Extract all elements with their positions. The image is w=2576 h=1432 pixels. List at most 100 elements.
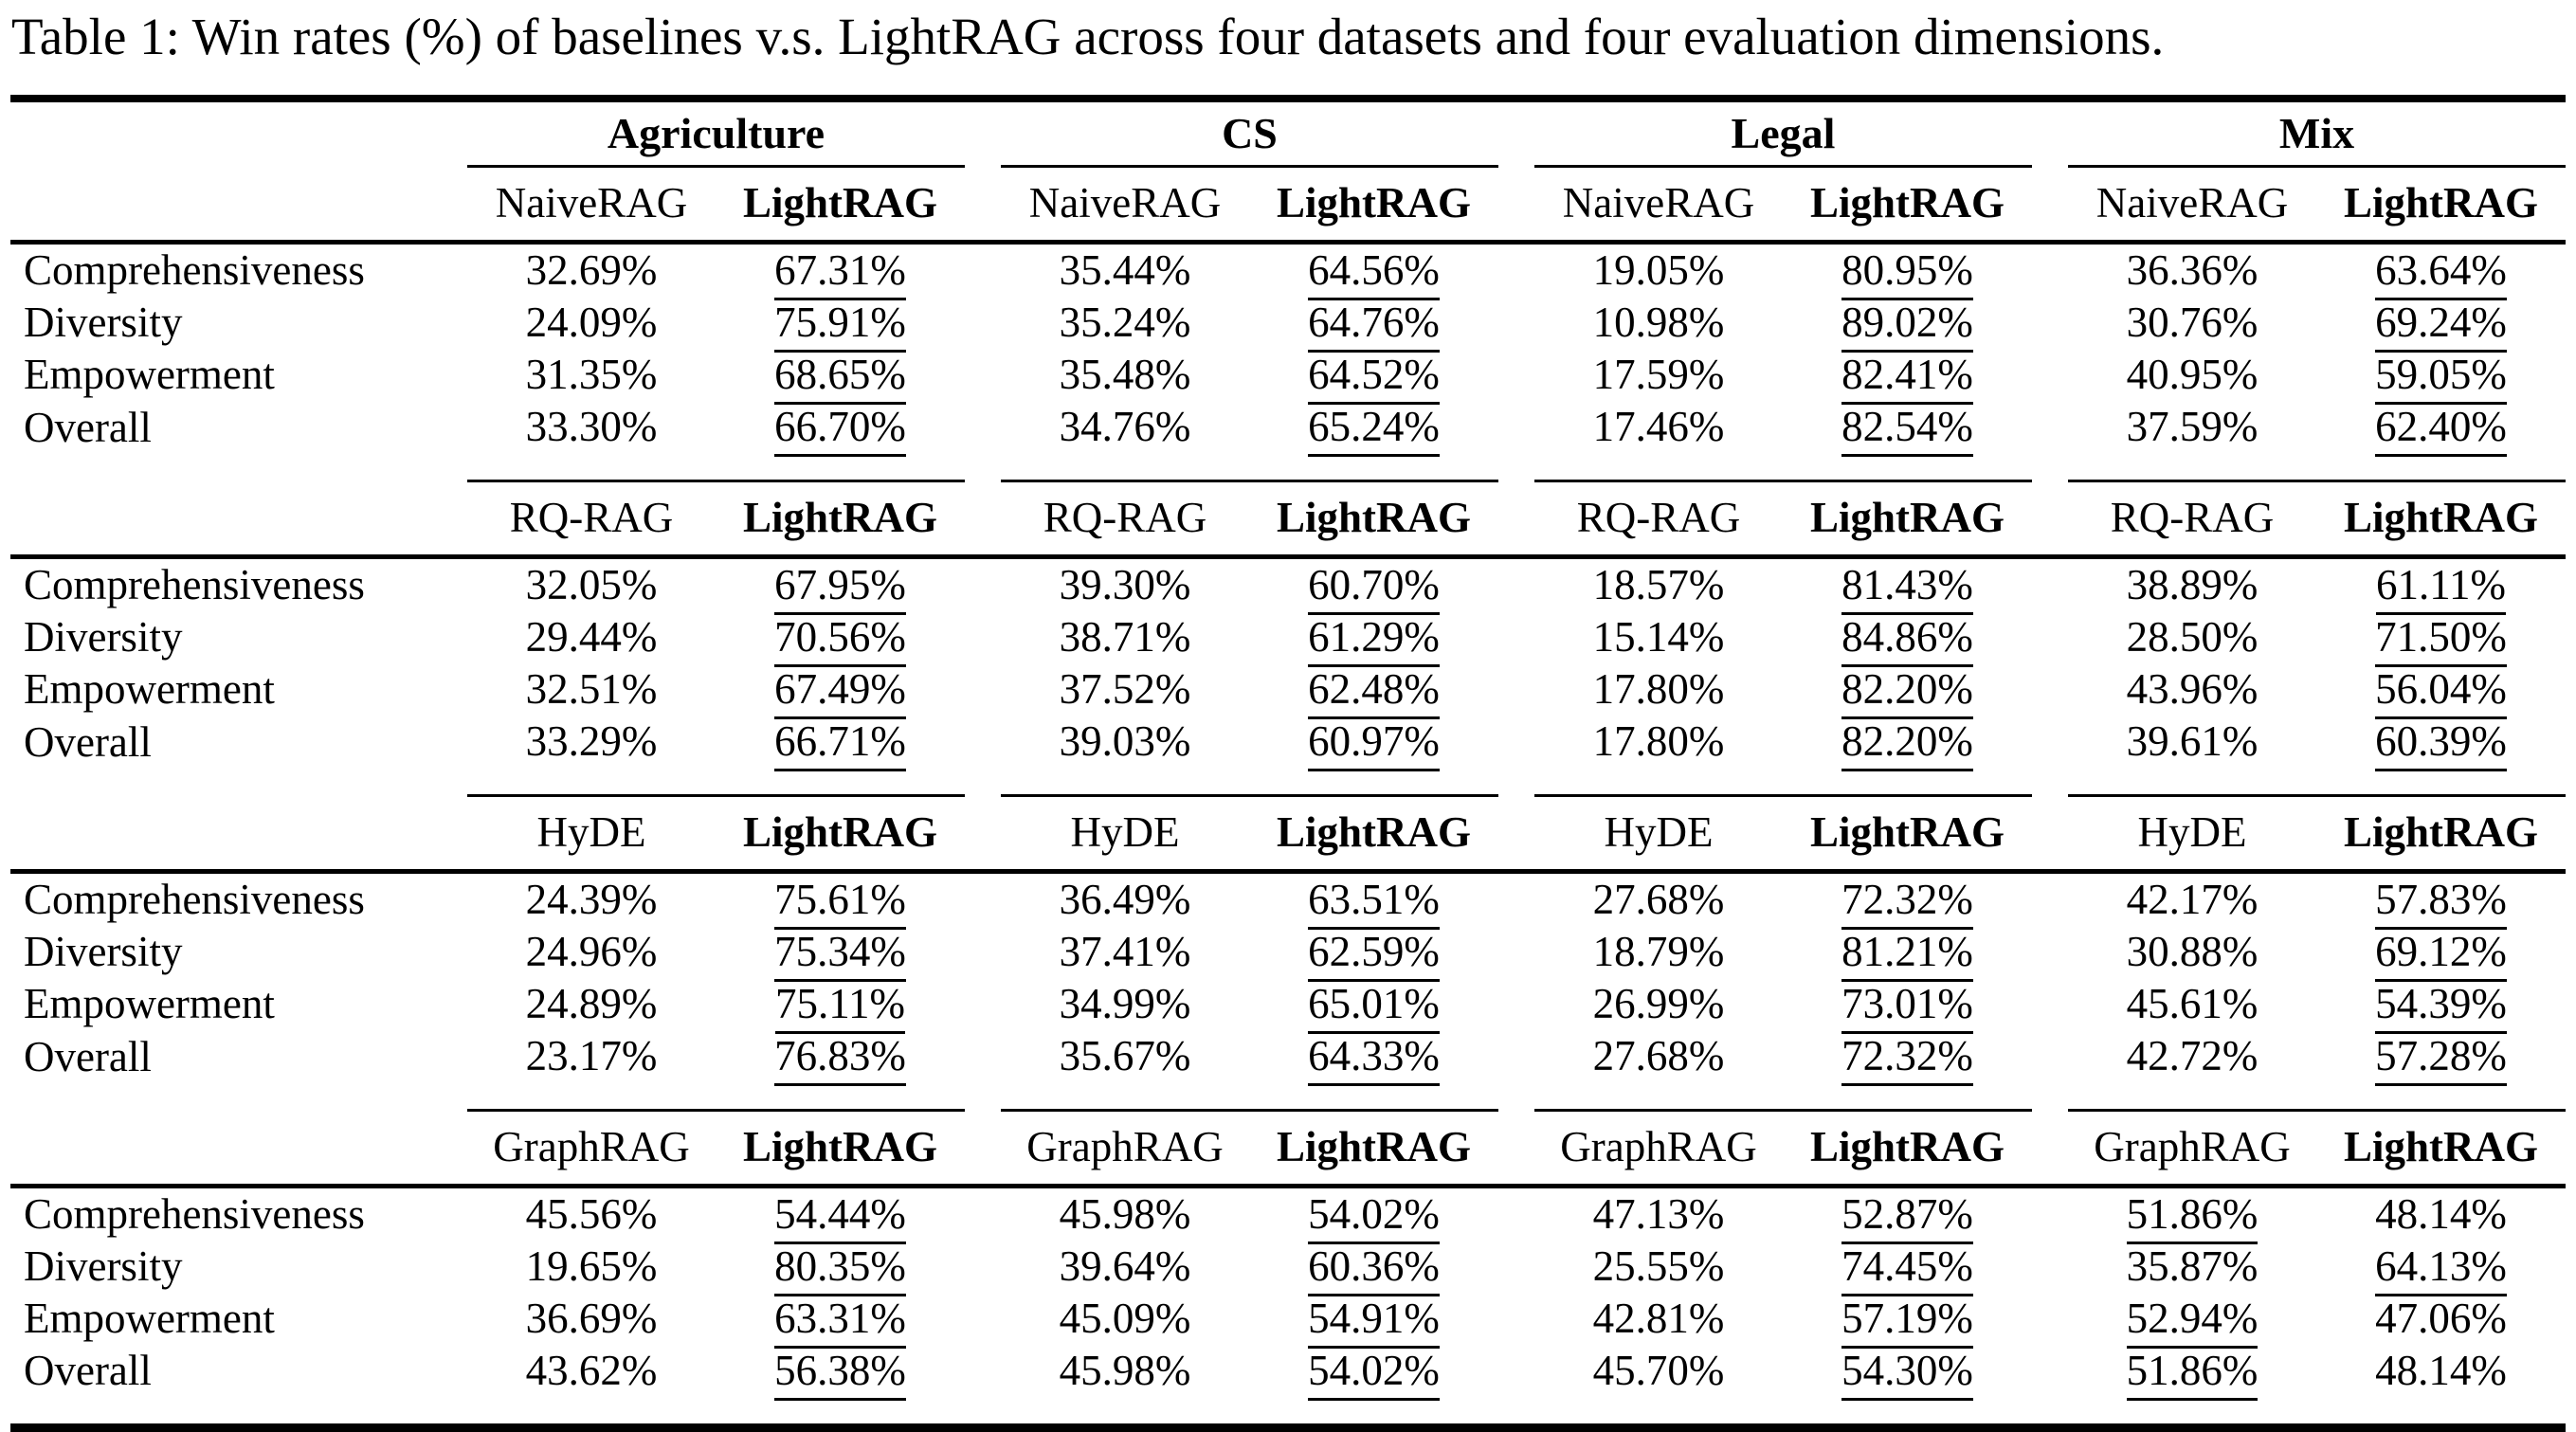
spacer-cell (1498, 297, 1534, 349)
value-cell: 89.02% (1783, 297, 2032, 353)
value-cell: 59.05% (2316, 349, 2566, 405)
value-cell: 23.17% (525, 1031, 658, 1079)
spacer-cell (965, 611, 1001, 663)
winner-value: 54.44% (774, 1189, 906, 1244)
spacer-cell (2032, 716, 2068, 796)
spacer-cell (965, 716, 1001, 796)
value-cell: 32.69% (525, 245, 658, 294)
value-cell: 56.38% (715, 1345, 965, 1432)
dimension-label: Comprehensiveness (23, 245, 365, 294)
winner-value: 64.33% (1308, 1031, 1440, 1086)
dimension-label: Overall (23, 403, 152, 451)
baseline-header: GraphRAG (2068, 1109, 2316, 1188)
lightrag-header: LightRAG (2316, 1109, 2567, 1188)
table-row: Diversity 24.96% 75.34% 37.41% 62.59% 18.79% 8… (10, 926, 2566, 982)
value-cell: 60.39% (2316, 716, 2566, 796)
value-cell: 54.30% (1782, 1345, 2032, 1432)
value-cell: 25.55% (1592, 1242, 1725, 1290)
value-cell: 43.62% (466, 1345, 716, 1432)
value-cell: 56.04% (2316, 663, 2566, 719)
value-cell: 47.06% (2375, 1294, 2507, 1342)
value-cell: 37.59% (2126, 402, 2259, 450)
table-row: Diversity 29.44% 70.56% 38.71% 61.29% 15.14% 8… (10, 611, 2566, 667)
value-cell: 82.20% (1783, 663, 2032, 719)
baseline-header: NaiveRAG (466, 166, 716, 245)
winner-value: 70.56% (774, 612, 906, 667)
spacer-cell (2032, 557, 2068, 612)
winner-value: 80.95% (1841, 245, 1973, 300)
spacer-cell (964, 1110, 1001, 1188)
dimension-label: Overall (9, 1345, 467, 1432)
spacer-cell (2032, 1110, 2068, 1188)
baseline-header-row: NaiveRAG LightRAG NaiveRAG LightRAG NaiveRAG… (9, 166, 2567, 245)
value-cell: 24.39% (525, 875, 658, 923)
winner-value: 69.24% (2375, 298, 2507, 353)
spacer-cell (965, 978, 1001, 1030)
baseline-header-row: RQ-RAG LightRAG RQ-RAG LightRAG RQ-RAG LightR… (9, 480, 2567, 559)
winner-value: 52.87% (1841, 1189, 1973, 1244)
spacer-cell (964, 795, 1001, 874)
dataset-header-row: Agriculture CS Legal Mix (9, 95, 2567, 168)
value-cell: 67.49% (716, 663, 965, 719)
spacer-cell (1498, 716, 1534, 796)
value-cell: 42.17% (2126, 875, 2259, 923)
value-cell: 37.41% (1059, 927, 1191, 975)
spacer-cell (2032, 872, 2068, 927)
winner-value: 62.40% (2375, 402, 2507, 457)
spacer-cell (1498, 401, 1534, 481)
row-label-header (9, 480, 467, 559)
value-cell: 48.14% (2375, 1189, 2507, 1238)
dimension-label: Comprehensiveness (23, 1189, 365, 1238)
winner-value: 67.31% (774, 245, 906, 300)
spacer-cell (1497, 480, 1534, 559)
winner-value: 82.54% (1841, 402, 1973, 457)
value-cell: 42.81% (1592, 1294, 1725, 1342)
spacer-cell (965, 1241, 1001, 1293)
value-cell: 54.44% (716, 1187, 965, 1244)
table-head: Agriculture CS Legal Mix NaiveRAG LightRAG Nai… (9, 95, 2567, 245)
table-row: Comprehensiveness 32.69% 67.31% 35.44% 64.56… (10, 243, 2566, 300)
winner-value: 59.05% (2375, 350, 2507, 405)
value-cell: 81.43% (1783, 557, 2032, 615)
spacer-cell (965, 1030, 1001, 1111)
winner-value: 61.29% (1308, 612, 1440, 667)
baseline-header: GraphRAG (466, 1109, 716, 1188)
value-cell: 18.57% (1592, 560, 1725, 608)
value-cell: 39.30% (1059, 560, 1191, 608)
winner-value: 56.38% (774, 1346, 906, 1401)
value-cell: 45.98% (1059, 1189, 1191, 1238)
winner-value: 69.12% (2375, 927, 2507, 982)
spacer-cell (965, 926, 1001, 978)
winner-value: 62.59% (1308, 927, 1440, 982)
value-cell: 64.33% (1249, 1030, 1498, 1111)
baseline-header: HyDE (1000, 794, 1249, 874)
value-cell: 61.29% (1249, 611, 1498, 667)
value-cell: 35.87% (2126, 1242, 2259, 1290)
value-cell: 18.79% (1592, 927, 1725, 975)
row-label-header (9, 166, 467, 245)
value-cell: 42.72% (2126, 1031, 2259, 1079)
value-cell: 70.56% (716, 611, 965, 667)
spacer-cell (1497, 1110, 1534, 1188)
winner-value: 64.76% (1308, 298, 1440, 353)
value-cell: 65.24% (1249, 401, 1498, 481)
baseline-header: HyDE (2068, 794, 2316, 874)
spacer-cell (2032, 795, 2068, 874)
spacer-cell (1498, 1293, 1534, 1345)
table-row: Diversity 19.65% 80.35% 39.64% 60.36% 25.55% 7… (10, 1241, 2566, 1296)
paper-page: Table 1: Win rates (%) of baselines v.s.… (0, 6, 2576, 1432)
winner-value: 89.02% (1841, 298, 1973, 353)
lightrag-header: LightRAG (715, 480, 965, 559)
win-rate-table: Agriculture CS Legal Mix NaiveRAG LightRAG Nai… (9, 95, 2567, 1432)
corner-cell (9, 95, 467, 167)
lightrag-header: LightRAG (715, 794, 965, 874)
dimension-label: Comprehensiveness (23, 875, 365, 923)
lightrag-header: LightRAG (715, 1109, 965, 1188)
winner-value: 60.97% (1308, 716, 1440, 771)
spacer-cell (965, 349, 1001, 401)
value-cell: 62.40% (2316, 401, 2566, 481)
lightrag-header: LightRAG (715, 166, 965, 245)
lightrag-header: LightRAG (1782, 166, 2032, 245)
spacer-cell (965, 1293, 1001, 1345)
winner-value: 84.86% (1841, 612, 1973, 667)
